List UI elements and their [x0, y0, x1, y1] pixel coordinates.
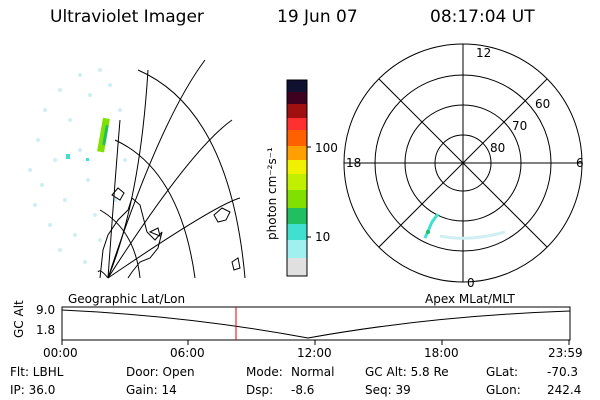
- mlt-label-6: 6: [576, 156, 584, 170]
- time-tick-0600: 06:00: [170, 346, 205, 360]
- time-tick-0000: 00:00: [43, 346, 78, 360]
- uv-emission-bright: [66, 117, 110, 161]
- timeline-panel: [61, 306, 571, 345]
- gc-alt-axis-label: GC Alt: [12, 300, 26, 338]
- status-seq: Seq: 39: [365, 383, 411, 397]
- mlat-label-80: 80: [490, 141, 506, 155]
- status-gc-alt: GC Alt: 5.8 Re: [365, 365, 449, 379]
- uv-emission-speckle: [28, 68, 127, 264]
- status-glat-label: GLat:: [486, 365, 519, 379]
- status-glon-value: 242.4: [547, 383, 582, 397]
- polar-emission: [423, 213, 506, 240]
- gc-alt-tick-low: 1.8: [36, 323, 56, 337]
- colorbar-tick-100: 100: [315, 141, 338, 155]
- status-glat-value: -70.3: [547, 365, 579, 379]
- time-tick-1200: 12:00: [297, 346, 332, 360]
- status-mode-label: Mode:: [246, 365, 283, 379]
- lat-lon-grid: [97, 59, 246, 279]
- status-filter: Flt: LBHL: [10, 365, 64, 379]
- time-text: 08:17:04 UT: [430, 7, 535, 27]
- geographic-label: Geographic Lat/Lon: [68, 292, 186, 306]
- date-text: 19 Jun 07: [277, 7, 358, 27]
- status-glon-label: GLon:: [486, 383, 521, 397]
- mlat-label-70: 70: [512, 119, 528, 133]
- status-mode-value: Normal: [291, 365, 335, 379]
- status-dsp-value: -8.6: [291, 383, 315, 397]
- instrument-title: Ultraviolet Imager: [50, 7, 204, 27]
- colorbar: [286, 79, 311, 277]
- colorbar-unit-label: photon cm⁻²s⁻¹: [265, 147, 279, 240]
- mlt-label-18: 18: [346, 156, 362, 170]
- status-door: Door: Open: [126, 365, 195, 379]
- gc-alt-tick-high: 9.0: [36, 303, 56, 317]
- status-ip: IP: 36.0: [10, 383, 56, 397]
- time-tick-2359: 23:59: [548, 346, 583, 360]
- polar-grid: [343, 43, 583, 283]
- mlt-label-12: 12: [476, 46, 492, 60]
- coastline: [99, 187, 241, 279]
- status-gain: Gain: 14: [126, 383, 177, 397]
- apex-label: Apex MLat/MLT: [425, 292, 515, 306]
- status-dsp-label: Dsp:: [246, 383, 274, 397]
- time-tick-1800: 18:00: [424, 346, 459, 360]
- mlat-label-60: 60: [535, 97, 551, 111]
- colorbar-tick-10: 10: [315, 230, 331, 244]
- mlt-label-0: 0: [467, 276, 475, 290]
